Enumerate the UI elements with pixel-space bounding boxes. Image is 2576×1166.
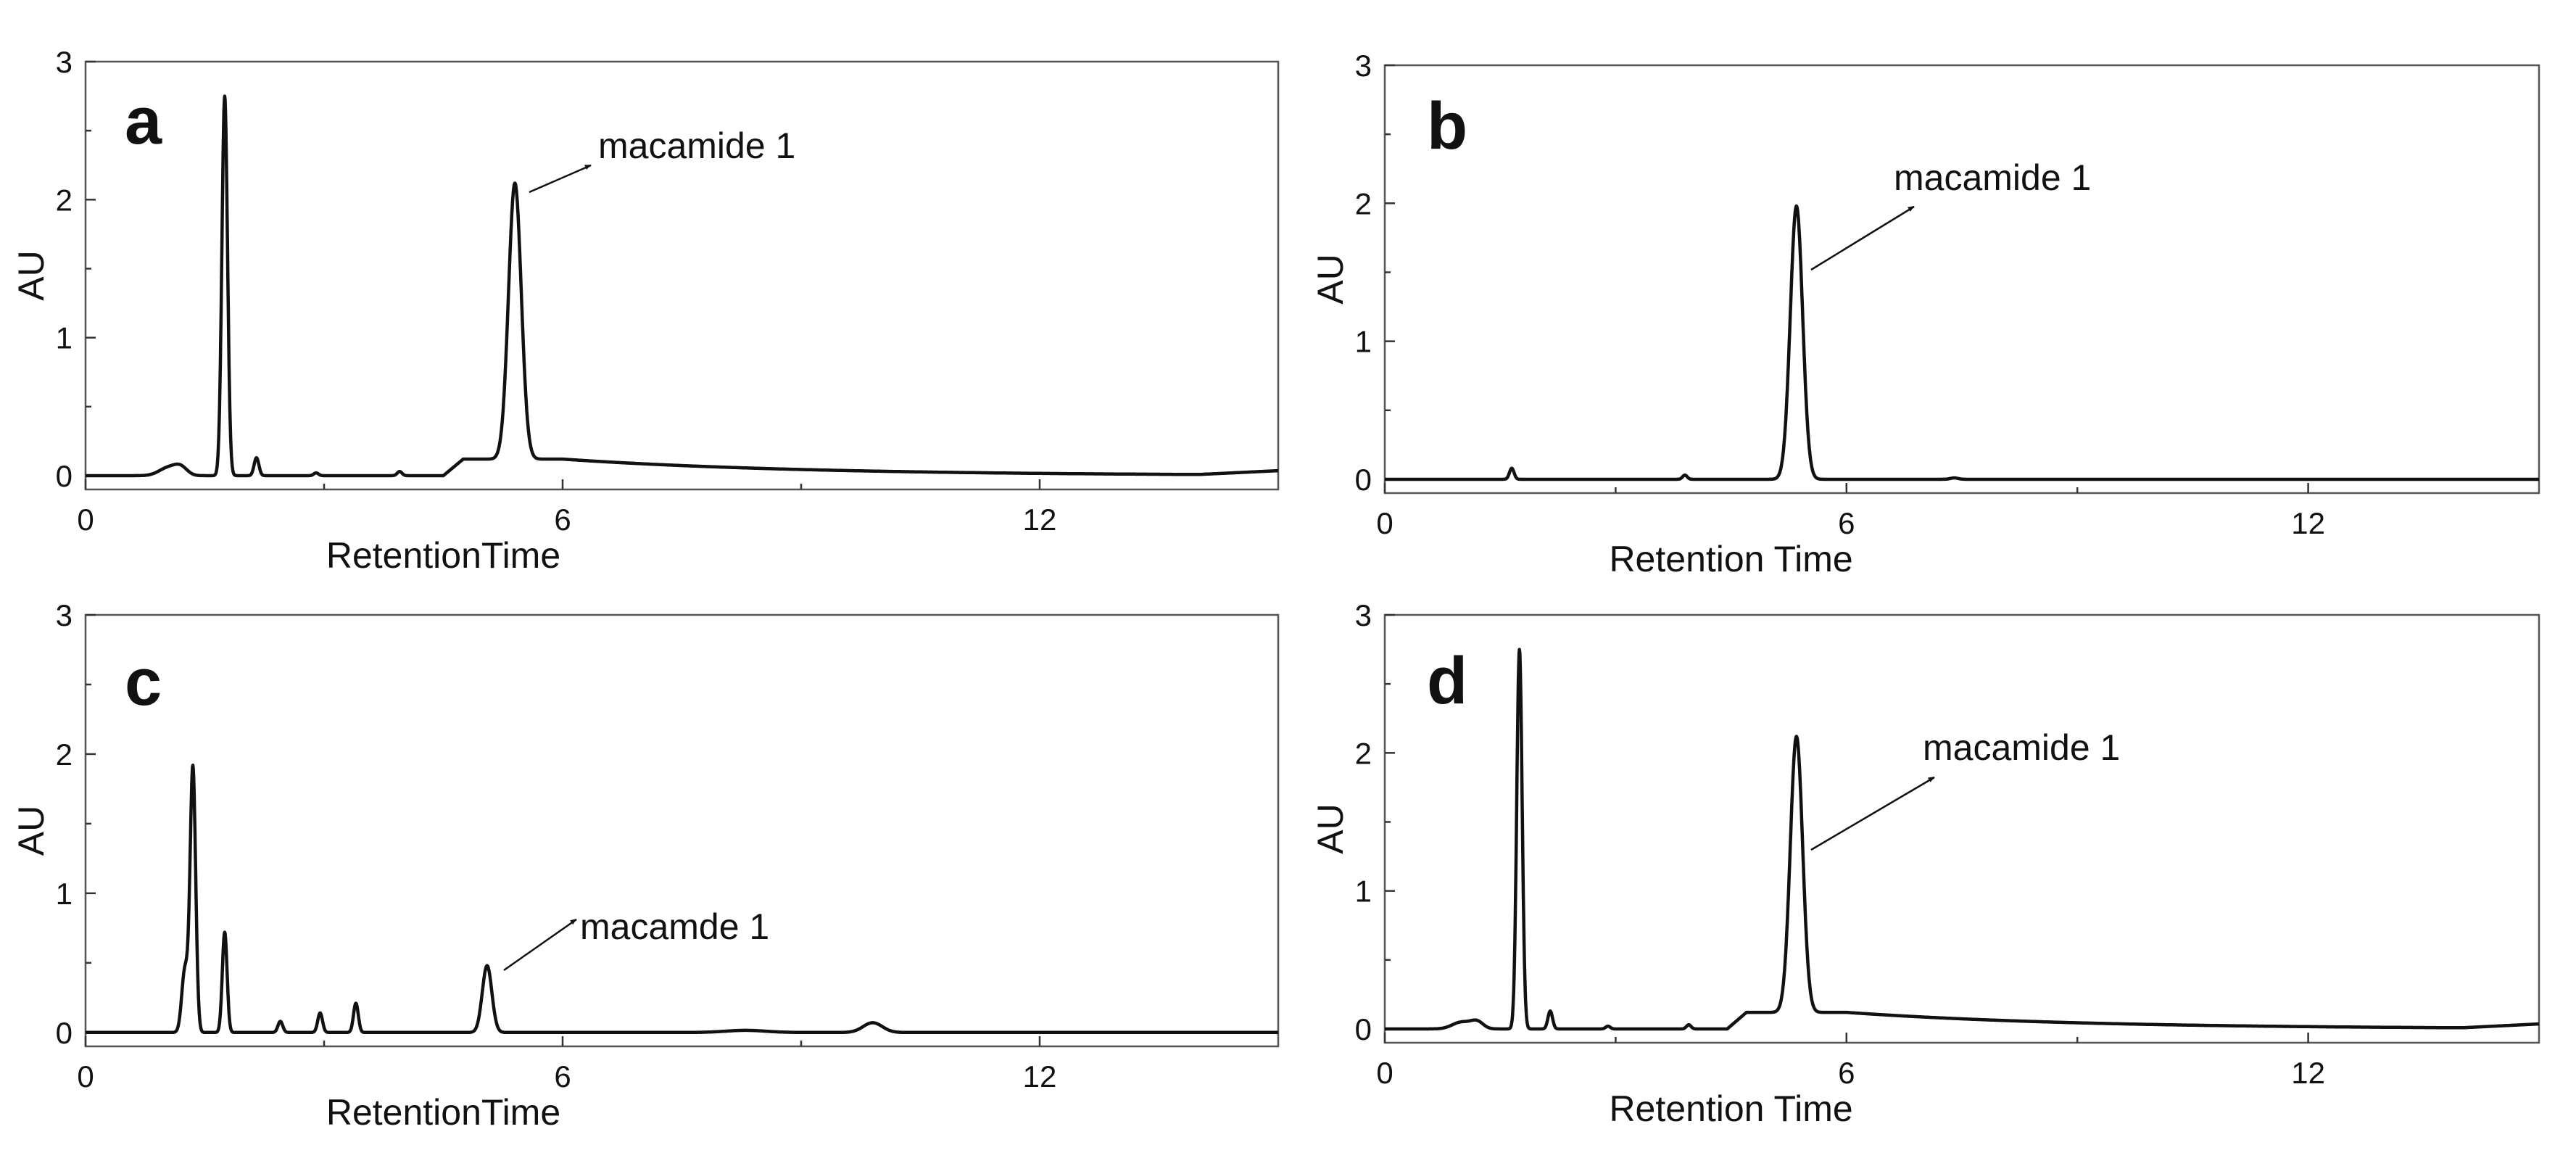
x-tick-label: 6 bbox=[554, 503, 571, 537]
panel-label: c bbox=[125, 645, 162, 719]
x-tick-label: 12 bbox=[1023, 503, 1057, 537]
x-tick-label: 0 bbox=[77, 1059, 94, 1093]
chromatogram-line bbox=[84, 94, 1280, 478]
y-tick-label: 0 bbox=[56, 459, 73, 493]
peak-annotation: macamide 1 bbox=[1894, 157, 2091, 198]
annotation-arrow bbox=[1810, 776, 1935, 851]
chromatogram-line bbox=[1383, 648, 2540, 1031]
annotation-arrow bbox=[1810, 205, 1915, 271]
chromatogram-line bbox=[84, 764, 1280, 1035]
x-tick-label: 0 bbox=[1376, 506, 1393, 540]
x-axis-title: Retention Time bbox=[1609, 1088, 1852, 1129]
chromatogram-line bbox=[1383, 204, 2540, 481]
y-axis-title: AU bbox=[11, 806, 51, 856]
x-tick-label: 6 bbox=[554, 1059, 571, 1093]
y-tick-label: 3 bbox=[1355, 598, 1372, 632]
y-axis-title: AU bbox=[11, 250, 51, 300]
annotation-arrow bbox=[529, 164, 591, 194]
y-tick-label: 0 bbox=[56, 1016, 73, 1050]
x-tick-label: 6 bbox=[1838, 1056, 1855, 1090]
y-tick-label: 0 bbox=[1355, 463, 1372, 497]
x-tick-label: 12 bbox=[2291, 506, 2325, 540]
x-axis-title: RetentionTime bbox=[326, 1092, 560, 1133]
annotation-arrow bbox=[503, 918, 577, 972]
y-tick-label: 3 bbox=[1355, 49, 1372, 83]
peak-annotation: macamide 1 bbox=[1923, 727, 2120, 768]
x-tick-label: 0 bbox=[77, 503, 94, 537]
y-tick-label: 2 bbox=[1355, 736, 1372, 770]
x-tick-label: 12 bbox=[2291, 1056, 2325, 1090]
y-tick-label: 1 bbox=[1355, 874, 1372, 909]
y-tick-label: 3 bbox=[56, 45, 73, 79]
y-tick-label: 1 bbox=[56, 877, 73, 911]
peak-annotation: macamide 1 bbox=[598, 125, 795, 166]
panel-label: a bbox=[125, 84, 162, 158]
x-tick-label: 6 bbox=[1838, 506, 1855, 540]
peak-annotation: macamde 1 bbox=[580, 906, 769, 947]
x-axis-title: RetentionTime bbox=[326, 535, 560, 576]
y-axis-title: AU bbox=[1310, 803, 1351, 853]
x-tick-label: 0 bbox=[1376, 1056, 1393, 1090]
y-tick-label: 2 bbox=[56, 183, 73, 217]
panel-label: b bbox=[1427, 89, 1467, 163]
y-tick-label: 1 bbox=[56, 321, 73, 355]
y-tick-label: 0 bbox=[1355, 1012, 1372, 1046]
plot-frame bbox=[1383, 613, 2540, 1044]
x-axis-title: Retention Time bbox=[1609, 539, 1852, 579]
y-tick-label: 1 bbox=[1355, 325, 1372, 359]
x-tick-label: 12 bbox=[1023, 1059, 1057, 1093]
y-tick-label: 3 bbox=[56, 598, 73, 632]
plot-frame bbox=[84, 60, 1280, 491]
y-axis-title: AU bbox=[1310, 254, 1351, 304]
panel-label: d bbox=[1427, 644, 1467, 718]
y-tick-label: 2 bbox=[56, 737, 73, 772]
plot-frame bbox=[1383, 64, 2540, 495]
y-tick-label: 2 bbox=[1355, 186, 1372, 220]
plot-frame bbox=[84, 613, 1280, 1048]
